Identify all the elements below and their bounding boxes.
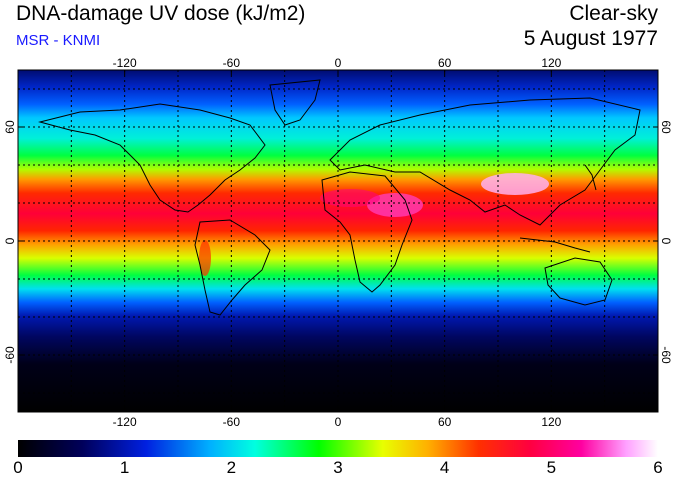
coast-japan <box>584 164 597 191</box>
coast-greenland <box>269 79 321 126</box>
coast-eurasia <box>329 97 641 226</box>
lat-label-right: -60 <box>659 346 673 364</box>
source-label: MSR - KNMI <box>16 32 101 49</box>
date-label: 5 August 1977 <box>523 27 658 50</box>
lat-label-right: 60 <box>659 120 673 134</box>
hotspot-andes <box>199 240 211 276</box>
coast-north-america <box>38 103 266 213</box>
coast-south-america <box>194 219 271 316</box>
colorbar-tick-label: 2 <box>226 458 237 477</box>
colorbar-tick-label: 3 <box>333 458 343 477</box>
lon-label-bottom: -120 <box>113 415 137 429</box>
lon-label-top: 120 <box>541 56 561 70</box>
lon-label-top: 60 <box>438 56 452 70</box>
hotspot-tibet <box>481 173 549 195</box>
colorbar-tick-label: 1 <box>119 458 130 477</box>
map-title: DNA-damage UV dose (kJ/m2) <box>16 2 306 25</box>
map-labels: -120 -120 -60 -60 0 0 60 60 120 120 60 60 0 0 -60 -60 <box>3 56 673 429</box>
map-grid <box>18 70 658 412</box>
colorbar-tick-label: 5 <box>546 458 557 477</box>
colorbar-tick-label: 0 <box>13 458 23 477</box>
coast-indonesia <box>519 237 591 253</box>
lon-label-top: 0 <box>335 56 342 70</box>
lat-label-right: 0 <box>659 238 673 245</box>
coastlines <box>38 79 641 316</box>
lat-label-left: 60 <box>3 120 17 134</box>
lon-label-bottom: 120 <box>541 415 561 429</box>
coast-africa <box>321 171 413 293</box>
product-label: Clear-sky <box>569 2 658 25</box>
lon-label-bottom: -60 <box>223 415 241 429</box>
lon-label-top: -120 <box>113 56 137 70</box>
lon-label-bottom: 60 <box>438 415 452 429</box>
lon-label-top: -60 <box>223 56 241 70</box>
lat-label-left: -60 <box>3 346 17 364</box>
colorbar <box>18 440 658 457</box>
colorbar-tick-label: 4 <box>439 458 450 477</box>
lat-label-left: 0 <box>3 237 17 244</box>
colorbar-tick-label: 6 <box>653 458 663 477</box>
hotspot-sahara <box>320 189 380 207</box>
map-ticks <box>18 70 658 412</box>
lon-label-bottom: 0 <box>335 415 342 429</box>
